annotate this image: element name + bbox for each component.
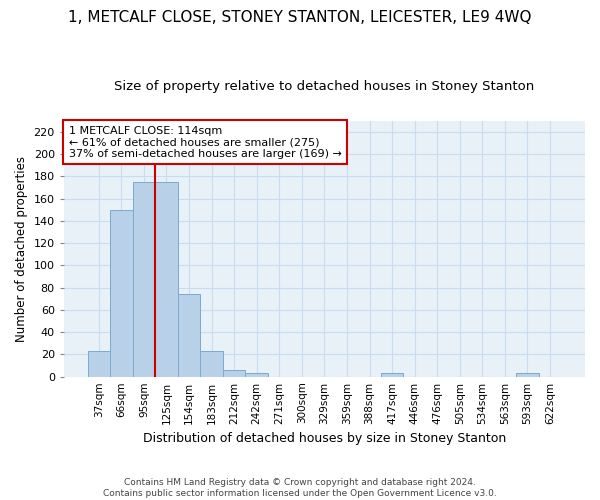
Bar xyxy=(88,351,110,376)
Bar xyxy=(381,374,403,376)
Text: 1, METCALF CLOSE, STONEY STANTON, LEICESTER, LE9 4WQ: 1, METCALF CLOSE, STONEY STANTON, LEICES… xyxy=(68,10,532,25)
Title: Size of property relative to detached houses in Stoney Stanton: Size of property relative to detached ho… xyxy=(114,80,535,93)
Bar xyxy=(200,351,223,376)
Bar xyxy=(245,374,268,376)
Text: Contains HM Land Registry data © Crown copyright and database right 2024.
Contai: Contains HM Land Registry data © Crown c… xyxy=(103,478,497,498)
X-axis label: Distribution of detached houses by size in Stoney Stanton: Distribution of detached houses by size … xyxy=(143,432,506,445)
Bar xyxy=(110,210,133,376)
Bar xyxy=(516,374,539,376)
Y-axis label: Number of detached properties: Number of detached properties xyxy=(15,156,28,342)
Text: 1 METCALF CLOSE: 114sqm
← 61% of detached houses are smaller (275)
37% of semi-d: 1 METCALF CLOSE: 114sqm ← 61% of detache… xyxy=(69,126,342,159)
Bar xyxy=(223,370,245,376)
Bar xyxy=(133,182,155,376)
Bar xyxy=(178,294,200,376)
Bar xyxy=(155,182,178,376)
